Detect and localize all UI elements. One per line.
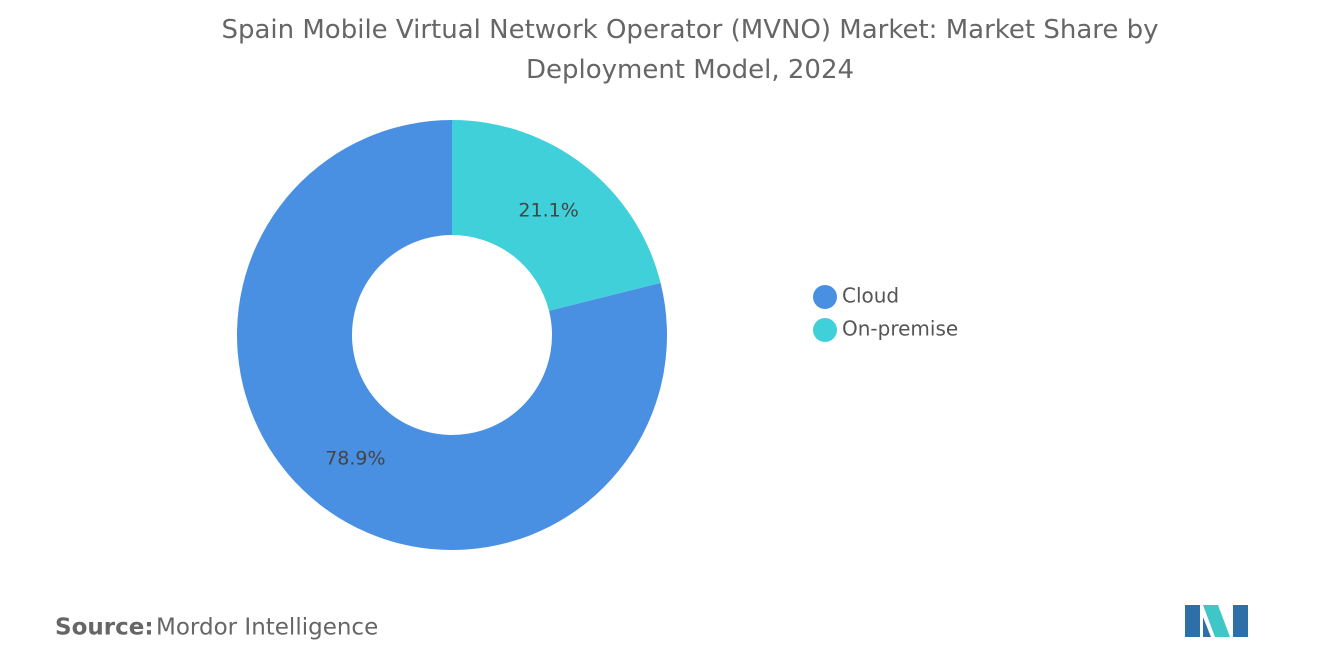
- value-label: 78.9%: [325, 447, 385, 469]
- slice: [237, 120, 668, 551]
- donut: 78.9% 21.1%: [237, 120, 668, 551]
- logo: [1185, 605, 1248, 637]
- legend-label: Cloud: [842, 284, 899, 308]
- source-label: Source:: [55, 615, 154, 641]
- legend-marker: [813, 318, 837, 342]
- title-box: Spain Mobile Virtual Network Operator (M…: [221, 15, 1159, 85]
- value-label: 21.1%: [518, 200, 578, 222]
- legend-marker: [813, 285, 837, 309]
- slice: [452, 120, 661, 311]
- legend-label: On-premise: [842, 317, 958, 341]
- legend: Cloud On-premise: [813, 284, 958, 342]
- chart-title: Spain Mobile Virtual Network Operator (M…: [221, 15, 1159, 85]
- source-text: Mordor Intelligence: [156, 615, 378, 641]
